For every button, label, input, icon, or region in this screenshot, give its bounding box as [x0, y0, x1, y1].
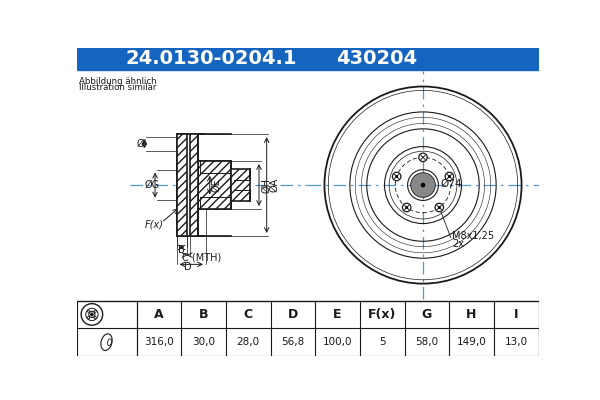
Text: 100,0: 100,0	[323, 337, 352, 347]
Text: ØH: ØH	[262, 178, 271, 192]
Bar	[187, 134, 190, 236]
Text: A: A	[154, 308, 164, 321]
Text: B: B	[199, 308, 208, 321]
Bar	[190, 134, 198, 236]
Circle shape	[435, 203, 443, 212]
Text: 430204: 430204	[336, 49, 418, 68]
Text: M8x1,25: M8x1,25	[452, 231, 494, 241]
Circle shape	[445, 172, 454, 181]
Text: Abbildung ähnlich: Abbildung ähnlich	[79, 77, 157, 86]
Bar	[77, 48, 539, 70]
Text: F(x): F(x)	[368, 308, 397, 321]
Circle shape	[403, 203, 411, 212]
Text: G: G	[422, 308, 432, 321]
Bar	[230, 169, 250, 201]
Text: 13,0: 13,0	[505, 337, 528, 347]
Circle shape	[395, 175, 398, 178]
Text: Illustration similar: Illustration similar	[79, 84, 156, 92]
Circle shape	[410, 173, 436, 197]
Text: E: E	[333, 308, 342, 321]
Bar	[198, 161, 230, 209]
Circle shape	[392, 172, 401, 181]
Text: D: D	[184, 262, 191, 272]
Text: C (MTH): C (MTH)	[182, 252, 221, 262]
Text: F(x): F(x)	[144, 219, 163, 229]
Circle shape	[448, 175, 451, 178]
Bar	[176, 161, 230, 209]
Text: 58,0: 58,0	[415, 337, 439, 347]
Text: 316,0: 316,0	[144, 337, 174, 347]
Text: ØA: ØA	[269, 178, 279, 192]
Text: 24.0130-0204.1: 24.0130-0204.1	[125, 49, 297, 68]
Text: ØG: ØG	[145, 180, 160, 190]
Text: 28,0: 28,0	[236, 337, 260, 347]
Text: 5: 5	[379, 337, 386, 347]
Bar	[176, 134, 187, 236]
Text: 2x: 2x	[452, 239, 464, 249]
Text: ØE: ØE	[211, 178, 221, 192]
Bar	[176, 134, 187, 236]
Circle shape	[438, 206, 440, 209]
Text: D: D	[288, 308, 298, 321]
Circle shape	[406, 206, 408, 209]
Circle shape	[421, 183, 425, 187]
Circle shape	[91, 313, 93, 316]
Text: 149,0: 149,0	[457, 337, 487, 347]
Text: 30,0: 30,0	[192, 337, 215, 347]
Text: 56,8: 56,8	[281, 337, 304, 347]
Text: ØI: ØI	[137, 139, 147, 149]
Circle shape	[419, 153, 427, 162]
Text: Ø74: Ø74	[440, 178, 461, 188]
Text: H: H	[466, 308, 476, 321]
Text: C: C	[244, 308, 253, 321]
Text: B: B	[178, 245, 185, 255]
Text: I: I	[514, 308, 518, 321]
